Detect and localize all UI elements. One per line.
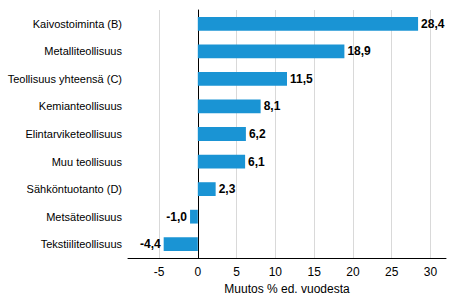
svg-text:15: 15 [307,265,321,279]
svg-text:20: 20 [346,265,360,279]
svg-text:2,3: 2,3 [219,182,236,196]
svg-text:Metsäteollisuus: Metsäteollisuus [46,211,122,223]
svg-text:5: 5 [233,265,240,279]
svg-text:Metalliteollisuus: Metalliteollisuus [44,45,122,57]
svg-text:28,4: 28,4 [421,17,445,31]
svg-text:8,1: 8,1 [264,99,281,113]
svg-text:-4,4: -4,4 [140,237,161,251]
svg-text:11,5: 11,5 [290,72,313,86]
svg-text:25: 25 [385,265,399,279]
svg-text:Teollisuus yhteensä (C): Teollisuus yhteensä (C) [8,73,122,85]
svg-text:18,9: 18,9 [347,44,371,58]
svg-text:Muu teollisuus: Muu teollisuus [52,156,123,168]
svg-text:10: 10 [269,265,283,279]
svg-text:30: 30 [424,265,438,279]
svg-text:Sähköntuotanto (D): Sähköntuotanto (D) [27,183,122,195]
svg-text:-5: -5 [154,265,165,279]
svg-text:Tekstiiliteollisuus: Tekstiiliteollisuus [41,238,123,250]
svg-text:Elintarviketeollisuus: Elintarviketeollisuus [25,128,122,140]
svg-text:-1,0: -1,0 [166,210,187,224]
svg-text:0: 0 [194,265,201,279]
svg-text:6,2: 6,2 [249,127,266,141]
svg-text:Muutos % ed. vuodesta: Muutos % ed. vuodesta [224,282,350,296]
svg-text:6,1: 6,1 [248,155,265,169]
svg-text:Kemianteollisuus: Kemianteollisuus [39,100,123,112]
svg-text:Kaivostoiminta (B): Kaivostoiminta (B) [33,18,122,30]
